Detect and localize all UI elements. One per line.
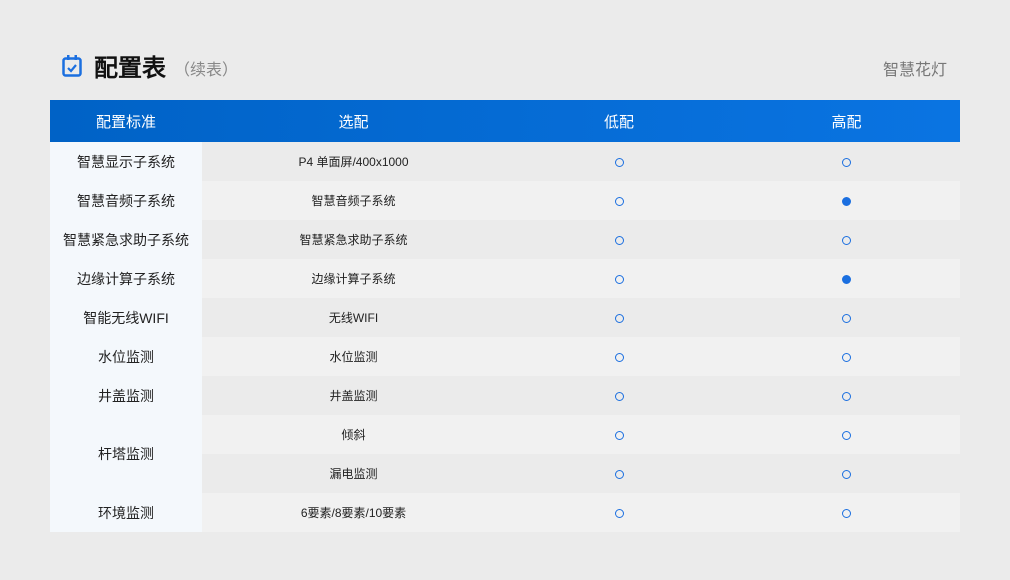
open-circle-icon bbox=[614, 352, 624, 362]
low-config-cell bbox=[505, 181, 733, 220]
page-subtitle: （续表） bbox=[174, 61, 239, 79]
option-cell: 倾斜 bbox=[202, 415, 505, 454]
table-row: 井盖监测 井盖监测 bbox=[50, 376, 960, 415]
option-cell: 边缘计算子系统 bbox=[202, 259, 505, 298]
low-config-cell bbox=[505, 493, 733, 532]
table-row: 智慧音频子系统 智慧音频子系统 bbox=[50, 181, 960, 220]
category-cell: 智慧紧急求助子系统 bbox=[50, 220, 202, 259]
page-header: 配置表 （续表） bbox=[62, 48, 238, 83]
option-cell: 漏电监测 bbox=[202, 454, 505, 493]
open-circle-icon bbox=[614, 508, 624, 518]
table-row: 智慧紧急求助子系统 智慧紧急求助子系统 bbox=[50, 220, 960, 259]
high-config-cell bbox=[733, 376, 960, 415]
table-row: 水位监测 水位监测 bbox=[50, 337, 960, 376]
low-config-cell bbox=[505, 259, 733, 298]
high-config-cell bbox=[733, 298, 960, 337]
high-config-cell bbox=[733, 415, 960, 454]
category-cell: 智能无线WIFI bbox=[50, 298, 202, 337]
option-cell: 6要素/8要素/10要素 bbox=[202, 493, 505, 532]
table-header: 配置标准 选配 低配 高配 bbox=[50, 100, 960, 142]
open-circle-icon bbox=[842, 235, 851, 245]
table-row: 边缘计算子系统 边缘计算子系统 bbox=[50, 259, 960, 298]
calendar-check-icon bbox=[62, 54, 82, 77]
high-config-cell bbox=[733, 142, 960, 181]
open-circle-icon bbox=[842, 352, 851, 362]
low-config-cell bbox=[505, 220, 733, 259]
open-circle-icon bbox=[614, 391, 624, 401]
category-cell: 水位监测 bbox=[50, 337, 202, 376]
table-row: 智能无线WIFI 无线WIFI bbox=[50, 298, 960, 337]
open-circle-icon bbox=[842, 508, 851, 518]
high-config-cell bbox=[733, 454, 960, 493]
open-circle-icon bbox=[842, 469, 851, 479]
category-cell: 井盖监测 bbox=[50, 376, 202, 415]
high-config-cell bbox=[733, 493, 960, 532]
option-cell: 智慧紧急求助子系统 bbox=[202, 220, 505, 259]
category-cell: 杆塔监测 bbox=[50, 415, 202, 493]
col-header: 配置标准 bbox=[95, 113, 156, 131]
low-config-cell bbox=[505, 415, 733, 454]
high-config-cell bbox=[733, 259, 960, 298]
table-row: 智慧显示子系统 P4 单面屏/400x1000 bbox=[50, 142, 960, 181]
open-circle-icon bbox=[614, 274, 624, 284]
brand-label: 智慧花灯 bbox=[882, 62, 947, 79]
open-circle-icon bbox=[614, 196, 624, 206]
high-config-cell bbox=[733, 181, 960, 220]
high-config-cell bbox=[733, 337, 960, 376]
low-config-cell bbox=[505, 376, 733, 415]
table-row: 环境监测 6要素/8要素/10要素 bbox=[50, 493, 960, 532]
table-row: 杆塔监测 倾斜 bbox=[50, 415, 960, 493]
filled-circle-icon bbox=[842, 274, 851, 284]
table-row: 漏电监测 bbox=[50, 454, 960, 493]
low-config-cell bbox=[505, 337, 733, 376]
col-header: 选配 bbox=[338, 113, 369, 131]
category-cell: 智慧显示子系统 bbox=[50, 142, 202, 181]
option-cell: 无线WIFI bbox=[202, 298, 505, 337]
filled-circle-icon bbox=[842, 196, 851, 206]
low-config-cell bbox=[505, 298, 733, 337]
category-cell: 智慧音频子系统 bbox=[50, 181, 202, 220]
open-circle-icon bbox=[842, 313, 851, 323]
open-circle-icon bbox=[614, 313, 624, 323]
category-cell: 边缘计算子系统 bbox=[50, 259, 202, 298]
high-config-cell bbox=[733, 220, 960, 259]
category-cell: 环境监测 bbox=[50, 493, 202, 532]
open-circle-icon bbox=[614, 430, 624, 440]
page-title: 配置表 bbox=[94, 55, 166, 82]
open-circle-icon bbox=[614, 235, 624, 245]
col-header: 高配 bbox=[831, 113, 862, 131]
open-circle-icon bbox=[614, 469, 624, 479]
option-cell: 水位监测 bbox=[202, 337, 505, 376]
low-config-cell bbox=[505, 142, 733, 181]
option-cell: P4 单面屏/400x1000 bbox=[202, 142, 505, 181]
config-table: 配置标准 选配 低配 高配 智慧显示子系统 P4 单面屏/400x1000 智慧音频… bbox=[50, 100, 960, 532]
open-circle-icon bbox=[842, 391, 851, 401]
low-config-cell bbox=[505, 454, 733, 493]
open-circle-icon bbox=[842, 157, 851, 167]
open-circle-icon bbox=[842, 430, 851, 440]
option-cell: 井盖监测 bbox=[202, 376, 505, 415]
option-cell: 智慧音频子系统 bbox=[202, 181, 505, 220]
col-header: 低配 bbox=[603, 113, 634, 131]
open-circle-icon bbox=[614, 157, 624, 167]
